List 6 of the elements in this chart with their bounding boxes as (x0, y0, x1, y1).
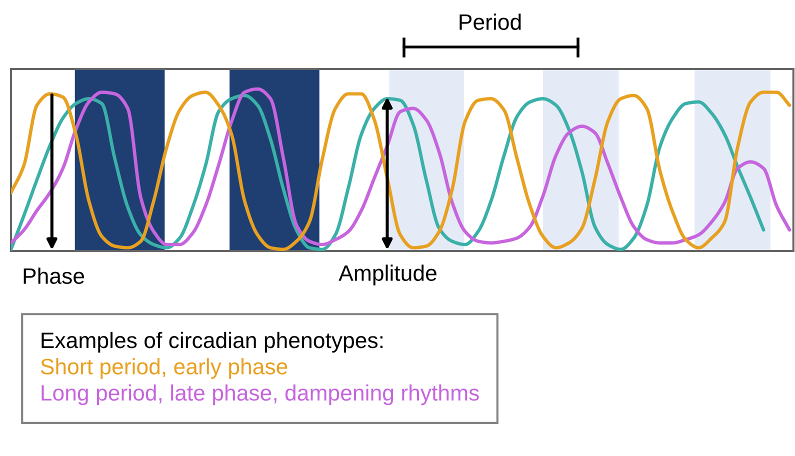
text: Phase (24, 268, 84, 284)
text: Short period, early phase (40, 358, 288, 379)
text: Amplitude (338, 264, 436, 286)
text: Period (460, 14, 521, 30)
text: Long period, late phase, dampening rhythms (42, 384, 479, 406)
legend-title: Examples of circadian phenotypes: (42, 332, 382, 353)
